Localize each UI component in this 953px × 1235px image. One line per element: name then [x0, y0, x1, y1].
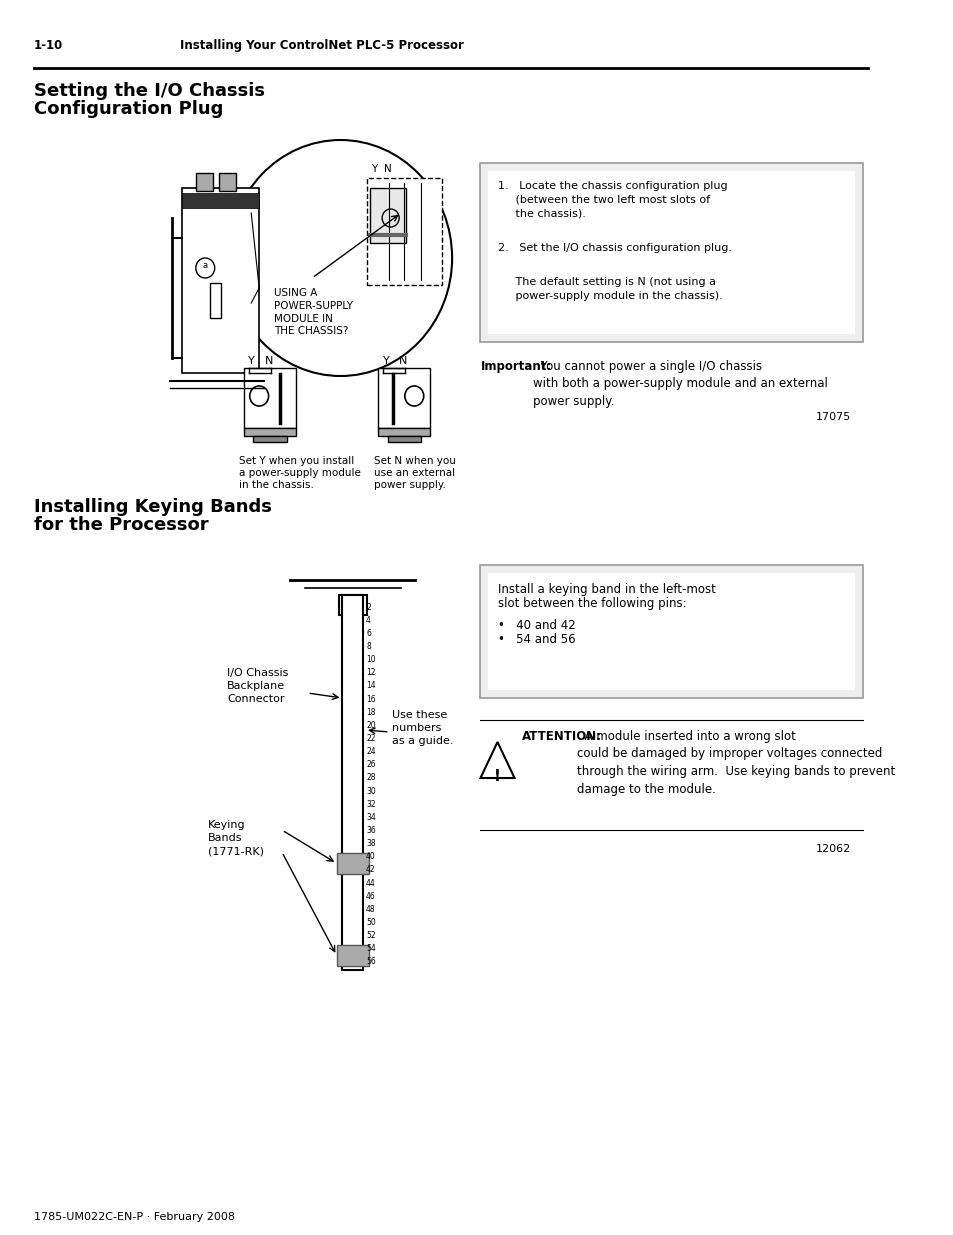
- Text: Y: Y: [371, 164, 377, 174]
- Text: 16: 16: [366, 694, 375, 704]
- Text: numbers: numbers: [391, 722, 440, 734]
- Bar: [336, 853, 369, 874]
- Text: 14: 14: [366, 682, 375, 690]
- Bar: [244, 368, 295, 429]
- Text: 50: 50: [366, 918, 375, 927]
- Text: 10: 10: [366, 655, 375, 664]
- Text: (between the two left most slots of: (between the two left most slots of: [497, 195, 709, 205]
- Text: slot between the following pins:: slot between the following pins:: [497, 597, 685, 610]
- Text: Backplane: Backplane: [227, 680, 285, 692]
- Text: Set Y when you install: Set Y when you install: [239, 456, 355, 466]
- Text: 22: 22: [366, 734, 375, 743]
- Bar: [367, 178, 441, 285]
- Bar: [336, 945, 369, 966]
- Bar: [195, 173, 213, 191]
- Text: Bands: Bands: [208, 832, 242, 844]
- Text: in the chassis.: in the chassis.: [239, 480, 314, 490]
- Text: 30: 30: [366, 787, 375, 795]
- Bar: [181, 193, 259, 207]
- Bar: [480, 564, 862, 698]
- Text: 28: 28: [366, 773, 375, 783]
- Text: 2.   Set the I/O chassis configuration plug.: 2. Set the I/O chassis configuration plu…: [497, 243, 731, 253]
- Text: 52: 52: [366, 931, 375, 940]
- Text: 40: 40: [366, 852, 375, 861]
- Text: •   54 and 56: • 54 and 56: [497, 634, 575, 646]
- Text: 6: 6: [366, 629, 371, 637]
- Text: 4: 4: [366, 616, 371, 625]
- Bar: [378, 368, 430, 429]
- Text: N: N: [398, 356, 407, 366]
- Text: !: !: [494, 769, 500, 784]
- Text: a: a: [202, 262, 208, 270]
- Text: Y: Y: [248, 356, 254, 366]
- Bar: [244, 429, 295, 436]
- Text: The default setting is N (not using a: The default setting is N (not using a: [497, 277, 715, 287]
- Text: 8: 8: [366, 642, 371, 651]
- Text: use an external: use an external: [374, 468, 455, 478]
- Text: 26: 26: [366, 761, 375, 769]
- Text: 36: 36: [366, 826, 375, 835]
- Bar: [181, 188, 259, 373]
- Text: 38: 38: [366, 839, 375, 848]
- Text: power-supply module in the chassis).: power-supply module in the chassis).: [497, 291, 721, 301]
- Text: 48: 48: [366, 905, 375, 914]
- Bar: [343, 600, 362, 630]
- Text: 42: 42: [366, 866, 375, 874]
- Text: 20: 20: [366, 721, 375, 730]
- Bar: [342, 595, 363, 969]
- Text: 1785-UM022C-EN-P · February 2008: 1785-UM022C-EN-P · February 2008: [34, 1212, 234, 1221]
- Text: 34: 34: [366, 813, 375, 821]
- Text: 12062: 12062: [815, 844, 850, 853]
- Text: USING A
POWER-SUPPLY
MODULE IN
THE CHASSIS?: USING A POWER-SUPPLY MODULE IN THE CHASS…: [274, 288, 353, 336]
- Text: Keying: Keying: [208, 820, 246, 830]
- Bar: [210, 283, 221, 317]
- Text: N: N: [383, 164, 392, 174]
- Text: I/O Chassis: I/O Chassis: [227, 668, 288, 678]
- Bar: [253, 436, 286, 442]
- Bar: [338, 595, 367, 615]
- Text: Installing Your ControlNet PLC-5 Processor: Installing Your ControlNet PLC-5 Process…: [179, 40, 463, 52]
- Bar: [488, 170, 854, 333]
- Text: You cannot power a single I/O chassis
with both a power-supply module and an ext: You cannot power a single I/O chassis wi…: [533, 359, 827, 408]
- Text: N: N: [264, 356, 273, 366]
- Text: 17075: 17075: [815, 412, 850, 422]
- Text: •   40 and 42: • 40 and 42: [497, 619, 575, 632]
- Text: Y: Y: [382, 356, 389, 366]
- Text: power supply.: power supply.: [374, 480, 445, 490]
- Text: for the Processor: for the Processor: [34, 516, 209, 534]
- Text: A module inserted into a wrong slot
could be damaged by improper voltages connec: A module inserted into a wrong slot coul…: [577, 730, 894, 795]
- Text: 1.   Locate the chassis configuration plug: 1. Locate the chassis configuration plug: [497, 182, 726, 191]
- Text: 18: 18: [366, 708, 375, 716]
- Text: Installing Keying Bands: Installing Keying Bands: [34, 498, 272, 516]
- Text: Connector: Connector: [227, 694, 284, 704]
- Bar: [488, 573, 854, 690]
- Text: 32: 32: [366, 800, 375, 809]
- Bar: [388, 436, 420, 442]
- Text: 12: 12: [366, 668, 375, 677]
- Text: Important:: Important:: [480, 359, 551, 373]
- Bar: [378, 429, 430, 436]
- Bar: [480, 163, 862, 342]
- Text: Set N when you: Set N when you: [374, 456, 455, 466]
- Text: 46: 46: [366, 892, 375, 900]
- Text: 54: 54: [366, 945, 375, 953]
- Text: the chassis).: the chassis).: [497, 209, 585, 219]
- Text: (1771-RK): (1771-RK): [208, 846, 264, 856]
- Text: a power-supply module: a power-supply module: [239, 468, 361, 478]
- Text: Configuration Plug: Configuration Plug: [34, 100, 223, 119]
- Text: 24: 24: [366, 747, 375, 756]
- Text: 44: 44: [366, 878, 375, 888]
- Bar: [219, 173, 236, 191]
- Bar: [370, 188, 405, 243]
- Text: 1-10: 1-10: [34, 40, 63, 52]
- Text: Use these: Use these: [391, 710, 446, 720]
- Text: Install a keying band in the left-most: Install a keying band in the left-most: [497, 583, 715, 597]
- Text: ATTENTION:: ATTENTION:: [521, 730, 601, 743]
- Text: as a guide.: as a guide.: [391, 736, 453, 746]
- Text: 56: 56: [366, 957, 375, 967]
- Text: 2: 2: [366, 603, 371, 611]
- Text: Setting the I/O Chassis: Setting the I/O Chassis: [34, 82, 265, 100]
